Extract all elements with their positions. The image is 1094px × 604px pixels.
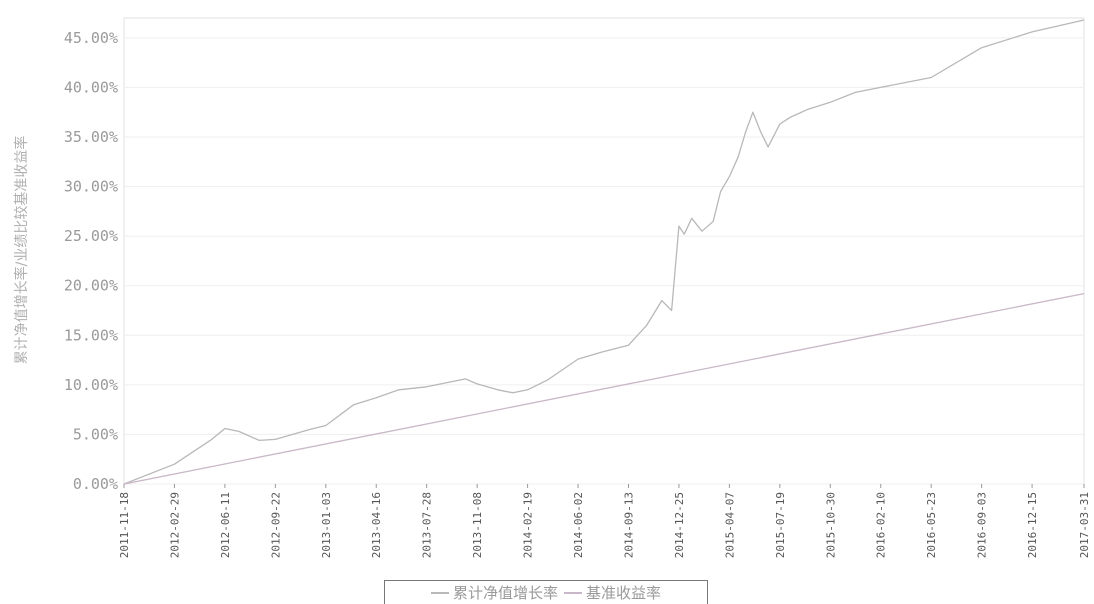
x-tick-label: 2016-09-03 [976, 492, 989, 558]
y-tick-label: 35.00% [64, 128, 118, 146]
x-tick-label: 2016-02-10 [875, 492, 888, 558]
x-tick-label: 2011-11-18 [118, 492, 131, 558]
y-tick-label: 25.00% [64, 227, 118, 245]
x-tick-label: 2015-10-30 [824, 492, 837, 558]
legend-item-nav-growth: 累计净值增长率 [430, 582, 558, 603]
y-tick-label: 5.00% [73, 425, 118, 443]
series-lines [123, 19, 1085, 485]
x-tick-label: 2012-09-22 [269, 492, 282, 558]
legend-label-nav-growth: 累计净值增长率 [452, 584, 558, 602]
series-line-nav-growth [123, 19, 1085, 485]
y-axis-label: 累计净值增长率/业绩比较基准收益率 [13, 136, 30, 365]
x-tick-label: 2012-06-11 [219, 492, 232, 558]
x-tick-label: 2014-02-19 [522, 492, 535, 558]
x-tick-label: 2016-12-15 [1026, 492, 1039, 558]
x-tick-label: 2012-02-29 [168, 492, 181, 558]
x-tick-label: 2014-12-25 [673, 492, 686, 558]
y-axis-ticks: 0.00% 5.00% 10.00% 15.00% 20.00% 25.00% 30.00%… [64, 29, 118, 493]
y-tick-label: 15.00% [64, 326, 118, 344]
y-tick-label: 45.00% [64, 29, 118, 47]
y-tick-label: 30.00% [64, 178, 118, 196]
x-tick-label: 2016-05-23 [925, 492, 938, 558]
legend-item-benchmark: 基准收益率 [564, 582, 661, 603]
legend: 累计净值增长率 基准收益率 [384, 580, 708, 604]
x-tick-label: 2013-01-03 [320, 492, 333, 558]
chart: 0.00% 5.00% 10.00% 15.00% 20.00% 25.00% 30.00%… [13, 17, 1091, 558]
legend-swatch-benchmark [564, 591, 582, 594]
x-tick-label: 2014-06-02 [572, 492, 585, 558]
x-tick-label: 2017-03-31 [1078, 492, 1091, 558]
y-tick-label: 20.00% [64, 277, 118, 295]
y-tick-label: 10.00% [64, 376, 118, 394]
legend-label-benchmark: 基准收益率 [586, 584, 662, 602]
y-tick-label: 0.00% [73, 475, 118, 493]
plot-area [123, 17, 1085, 485]
x-tick-label: 2015-07-19 [774, 492, 787, 558]
series-line-benchmark [123, 292, 1085, 485]
x-tick-label: 2013-07-28 [421, 492, 434, 558]
y-tick-label: 40.00% [64, 78, 118, 96]
x-axis-ticks: 2011-11-18 2012-02-29 2012-06-11 2012-09-22… [118, 484, 1091, 558]
x-tick-label: 2013-04-16 [370, 492, 383, 558]
x-tick-label: 2015-04-07 [723, 492, 736, 558]
x-tick-label: 2013-11-08 [471, 492, 484, 558]
x-tick-label: 2014-09-13 [622, 492, 635, 558]
legend-swatch-nav-growth [430, 591, 449, 594]
grid-lines [124, 37, 1084, 485]
